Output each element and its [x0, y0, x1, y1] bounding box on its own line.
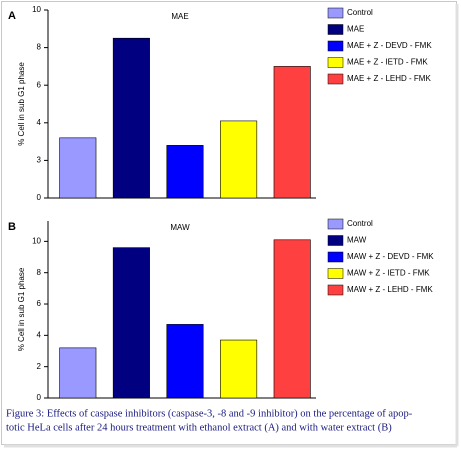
legend-label: MAE: [347, 25, 364, 34]
legend-label: MAW + Z - LEHD - FMK: [347, 285, 433, 294]
bar: [273, 239, 311, 399]
legend-swatch: [327, 218, 344, 230]
y-tick-label: 0: [37, 393, 42, 402]
chart-title: MAE: [171, 12, 188, 21]
bar: [59, 347, 97, 399]
caption-line: totic HeLa cells after 24 hours treatmen…: [6, 422, 392, 433]
panel-label: A: [8, 10, 16, 22]
legend-swatch: [327, 284, 344, 296]
y-tick-label: 8: [37, 268, 42, 277]
y-tick-label: 3: [37, 156, 42, 165]
chart-title: MAW: [170, 223, 190, 232]
bar: [166, 145, 204, 199]
legend-swatch: [327, 73, 344, 85]
legend-label: MAW + Z - DEVD - FMK: [347, 252, 434, 261]
legend-label: MAE + Z - DEVD - FMK: [347, 41, 432, 50]
legend-swatch: [327, 57, 344, 68]
y-tick-label: 4: [37, 118, 42, 127]
legend-swatch: [327, 7, 344, 19]
legend-swatch: [327, 24, 344, 35]
legend-label: MAW: [347, 236, 367, 245]
y-tick-label: 0: [37, 193, 42, 202]
y-tick-label: 6: [37, 80, 42, 89]
legend-swatch: [327, 235, 344, 246]
y-tick-label: 10: [32, 5, 41, 14]
y-axis-label: % Cell in sub G1 phase: [17, 62, 26, 146]
y-tick-label: 6: [37, 299, 42, 308]
legend-label: MAE + Z - LEHD - FMK: [347, 74, 431, 83]
y-tick-label: 8: [37, 43, 42, 52]
bar: [166, 324, 204, 399]
legend-swatch: [327, 268, 344, 279]
bar: [59, 137, 97, 199]
legend-label: MAW + Z - IETD - FMK: [347, 269, 430, 278]
bar: [112, 247, 150, 399]
y-tick-label: 2: [37, 362, 42, 371]
legend-label: MAE + Z - IETD - FMK: [347, 58, 428, 67]
y-axis-label: % Cell in sub G1 phase: [17, 267, 26, 351]
legend-label: Control: [347, 219, 373, 228]
legend-swatch: [327, 251, 344, 263]
bar: [220, 120, 258, 199]
caption-line: Figure 3: Effects of caspase inhibitors …: [6, 408, 413, 419]
panel-label: B: [8, 221, 16, 233]
y-tick-label: 4: [37, 330, 42, 339]
legend-swatch: [327, 40, 344, 52]
bar: [112, 37, 150, 199]
bar: [273, 66, 311, 199]
bar: [220, 339, 258, 399]
y-tick-label: 10: [32, 236, 41, 245]
legend-label: Control: [347, 8, 373, 17]
